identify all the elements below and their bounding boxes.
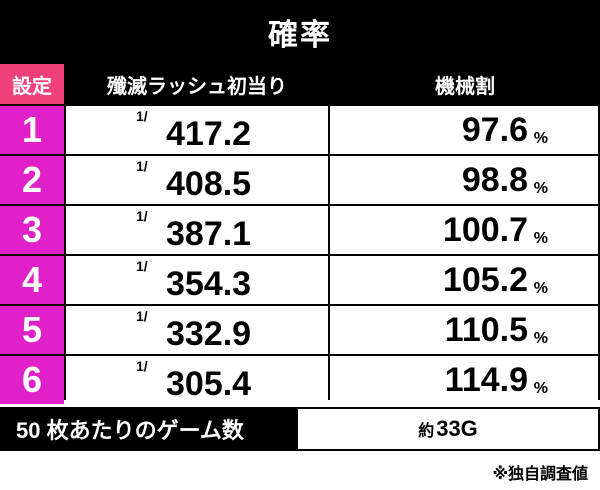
- setting-cell: 2: [0, 156, 64, 204]
- prob-value: 305.4: [166, 365, 252, 403]
- payout-value: 105.2: [442, 261, 528, 299]
- prob-numerator: 1/: [136, 308, 148, 324]
- payout-unit: %: [533, 330, 548, 347]
- prob-value: 408.5: [166, 165, 252, 203]
- prob-value: 354.3: [166, 265, 252, 303]
- table-row: 4 1/ 354.3 105.2 %: [0, 256, 600, 304]
- payout-unit: %: [533, 180, 548, 197]
- payout-value: 100.7: [442, 211, 528, 249]
- games-value: 33G: [436, 416, 478, 441]
- first-hit-cell: 1/ 305.4: [66, 356, 328, 404]
- setting-cell: 5: [0, 306, 64, 354]
- games-per-50-label: 50 枚あたりのゲーム数: [0, 407, 296, 451]
- table-row: 5 1/ 332.9 110.5 %: [0, 306, 600, 354]
- table-title: 確率: [268, 19, 332, 52]
- payout-cell: 98.8 %: [330, 156, 598, 204]
- payout-unit: %: [533, 230, 548, 247]
- prob-value: 332.9: [166, 315, 252, 353]
- prob-numerator: 1/: [136, 358, 148, 374]
- payout-cell: 110.5 %: [330, 306, 598, 354]
- payout-cell: 105.2 %: [330, 256, 598, 304]
- header-payout: 機械割: [330, 64, 600, 104]
- payout-value: 114.9: [444, 361, 528, 399]
- prob-numerator: 1/: [136, 158, 148, 174]
- table-row: 6 1/ 305.4 114.9 %: [0, 356, 600, 404]
- prob-numerator: 1/: [136, 208, 148, 224]
- setting-cell: 1: [0, 106, 64, 154]
- table-row: 1 1/ 417.2 97.6 %: [0, 106, 600, 154]
- first-hit-cell: 1/ 387.1: [66, 206, 328, 254]
- payout-value: 110.5: [444, 311, 528, 349]
- first-hit-cell: 1/ 417.2: [66, 106, 328, 154]
- prob-value: 417.2: [166, 115, 252, 153]
- prob-numerator: 1/: [136, 258, 148, 274]
- payout-unit: %: [533, 380, 548, 397]
- payout-value: 97.6: [461, 111, 528, 149]
- table-row: 2 1/ 408.5 98.8 %: [0, 156, 600, 204]
- setting-cell: 6: [0, 356, 64, 404]
- payout-cell: 114.9 %: [330, 356, 598, 404]
- prob-numerator: 1/: [136, 108, 148, 124]
- first-hit-cell: 1/ 332.9: [66, 306, 328, 354]
- games-per-50-value: 約 33G: [296, 407, 600, 451]
- setting-cell: 4: [0, 256, 64, 304]
- first-hit-cell: 1/ 354.3: [66, 256, 328, 304]
- payout-unit: %: [533, 130, 548, 147]
- payout-unit: %: [533, 280, 548, 297]
- table-row: 3 1/ 387.1 100.7 %: [0, 206, 600, 254]
- header-setting: 設定: [0, 64, 64, 104]
- payout-cell: 97.6 %: [330, 106, 598, 154]
- prob-value: 387.1: [166, 215, 252, 253]
- payout-cell: 100.7 %: [330, 206, 598, 254]
- approx-label: 約: [418, 423, 435, 440]
- payout-value: 98.8: [461, 161, 528, 199]
- footnote: ※独自調査値: [492, 466, 588, 483]
- first-hit-cell: 1/ 408.5: [66, 156, 328, 204]
- setting-cell: 3: [0, 206, 64, 254]
- header-first-hit: 殲滅ラッシュ初当り: [66, 64, 328, 104]
